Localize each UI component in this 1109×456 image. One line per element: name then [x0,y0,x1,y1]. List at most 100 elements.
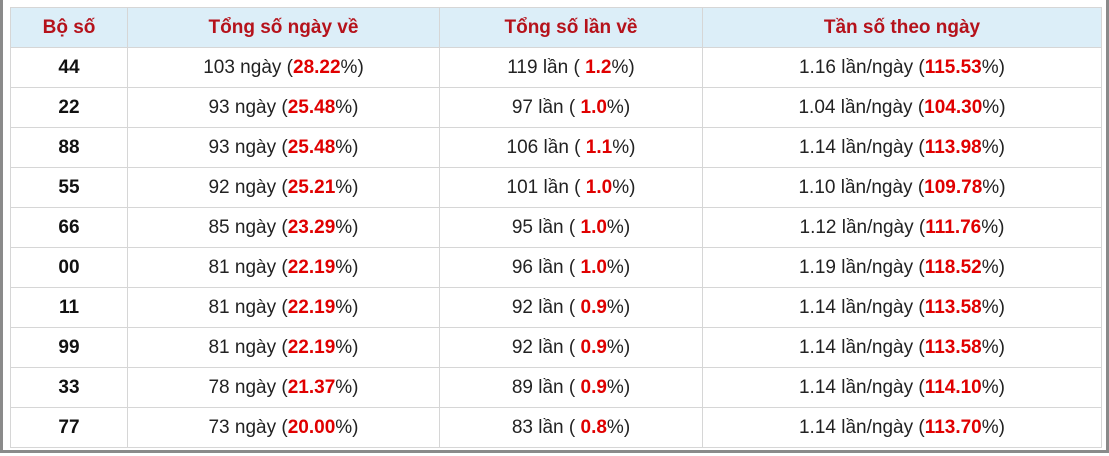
cell-text: %) [335,336,359,358]
highlight-value: 25.48 [287,96,336,118]
cell-text: %) [335,376,359,398]
cell-text: 96 lần ( [511,256,581,278]
highlight-value: 25.21 [287,176,336,198]
cell-text: %) [335,296,359,318]
freq-cell: 1.14 lần/ngày (113.98%) [702,127,1102,168]
cell-text: 81 ngày ( [208,256,288,278]
cell-text: %) [611,56,635,78]
header-row: Bộ số Tổng số ngày về Tổng số lần về Tần số… [10,7,1102,48]
freq-cell: 1.12 lần/ngày (111.76%) [702,207,1102,248]
number-cell: 33 [10,367,128,408]
number-cell: 99 [10,327,128,368]
highlight-value: 113.58 [924,296,982,318]
cell-text: 1.14 lần/ngày ( [798,296,925,318]
cell-text: %) [335,136,359,158]
cell-text: 81 ngày ( [208,336,288,358]
times-cell: 92 lần ( 0.9%) [439,327,703,368]
cell-text: %) [612,176,636,198]
days-cell: 93 ngày (25.48%) [127,127,440,168]
cell-text: %) [981,416,1005,438]
days-cell: 85 ngày (23.29%) [127,207,440,248]
cell-text: 1.14 lần/ngày ( [798,416,925,438]
highlight-value: 104.30 [924,96,983,118]
times-cell: 119 lần ( 1.2%) [439,47,703,88]
highlight-value: 0.9 [580,296,607,318]
cell-text: 103 ngày ( [203,56,293,78]
cell-text: %) [982,96,1006,118]
highlight-value: 1.0 [580,216,607,238]
cell-text: %) [606,296,631,318]
highlight-value: 25.48 [287,136,336,158]
cell-text: %) [335,96,359,118]
cell-text: %) [606,256,631,278]
cell-text: %) [981,136,1005,158]
cell-text: %) [335,216,359,238]
cell-text: 1.10 lần/ngày ( [798,176,925,198]
freq-cell: 1.16 lần/ngày (115.53%) [702,47,1102,88]
cell-text: 83 lần ( [511,416,581,438]
cell-text: 92 lần ( [511,296,581,318]
cell-text: %) [981,256,1005,278]
highlight-value: 1.2 [585,56,612,78]
cell-text: 106 lần ( [506,136,586,158]
highlight-value: 23.29 [287,216,336,238]
days-cell: 81 ngày (22.19%) [127,247,440,288]
cell-text: %) [612,136,636,158]
cell-text: 119 lần ( [507,56,586,78]
cell-text: %) [981,296,1005,318]
cell-text: %) [981,336,1005,358]
cell-text: %) [606,216,631,238]
cell-text: 93 ngày ( [208,96,288,118]
highlight-value: 118.52 [924,256,982,278]
cell-text: 81 ngày ( [208,296,288,318]
cell-text: %) [982,176,1006,198]
number-cell: 55 [10,167,128,208]
header-cell: Tổng số lần về [439,7,703,48]
cell-text: 95 lần ( [511,216,581,238]
times-cell: 106 lần ( 1.1%) [439,127,703,168]
cell-text: 1.14 lần/ngày ( [798,136,925,158]
times-cell: 96 lần ( 1.0%) [439,247,703,288]
cell-text: %) [981,216,1005,238]
freq-cell: 1.10 lần/ngày (109.78%) [702,167,1102,208]
highlight-value: 1.0 [580,96,607,118]
table-row: 66 85 ngày (23.29%) 95 lần ( 1.0%) 1.12 lần… [10,207,1102,248]
cell-text: 97 lần ( [511,96,581,118]
freq-cell: 1.14 lần/ngày (113.70%) [702,407,1102,448]
times-cell: 89 lần ( 0.9%) [439,367,703,408]
cell-text: %) [606,416,631,438]
cell-text: %) [606,336,631,358]
table-row: 33 78 ngày (21.37%) 89 lần ( 0.9%) 1.14 lần… [10,367,1102,408]
number-cell: 44 [10,47,128,88]
times-cell: 95 lần ( 1.0%) [439,207,703,248]
cell-text: %) [606,96,631,118]
freq-cell: 1.14 lần/ngày (113.58%) [702,287,1102,328]
days-cell: 81 ngày (22.19%) [127,327,440,368]
highlight-value: 22.19 [287,336,336,358]
cell-text: %) [981,376,1005,398]
times-cell: 92 lần ( 0.9%) [439,287,703,328]
header-cell: Tổng số ngày về [127,7,440,48]
table-row: 77 73 ngày (20.00%) 83 lần ( 0.8%) 1.14 lần… [10,407,1102,448]
times-cell: 83 lần ( 0.8%) [439,407,703,448]
table-row: 99 81 ngày (22.19%) 92 lần ( 0.9%) 1.14 lần… [10,327,1102,368]
days-cell: 103 ngày (28.22%) [127,47,440,88]
cell-text: 101 lần ( [506,176,586,198]
highlight-value: 111.76 [925,216,982,238]
days-cell: 93 ngày (25.48%) [127,87,440,128]
freq-cell: 1.04 lần/ngày (104.30%) [702,87,1102,128]
highlight-value: 22.19 [287,256,336,278]
cell-text: 92 lần ( [511,336,581,358]
cell-text: %) [340,56,364,78]
cell-text: 85 ngày ( [208,216,288,238]
table-row: 00 81 ngày (22.19%) 96 lần ( 1.0%) 1.19 lần… [10,247,1102,288]
days-cell: 81 ngày (22.19%) [127,287,440,328]
highlight-value: 113.58 [924,336,982,358]
cell-text: 1.14 lần/ngày ( [798,336,925,358]
highlight-value: 20.00 [287,416,336,438]
freq-cell: 1.14 lần/ngày (113.58%) [702,327,1102,368]
cell-text: 73 ngày ( [208,416,288,438]
cell-text: 89 lần ( [511,376,581,398]
highlight-value: 28.22 [293,56,341,78]
